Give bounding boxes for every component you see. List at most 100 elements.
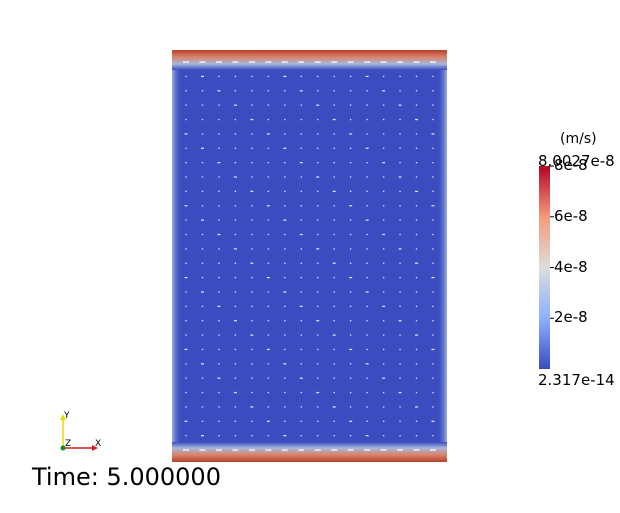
vector-glyph	[317, 305, 319, 307]
vector-glyph	[349, 161, 352, 164]
vector-glyph	[432, 90, 434, 92]
vector-glyph	[347, 61, 354, 63]
vector-glyph	[267, 248, 270, 250]
vector-glyph	[300, 435, 302, 437]
vector-glyph	[333, 133, 335, 135]
vector-glyph	[415, 248, 418, 250]
vector-glyph	[431, 420, 435, 422]
vector-glyph	[382, 104, 385, 106]
vector-glyph	[415, 90, 418, 92]
vector-glyph	[331, 449, 338, 451]
vector-glyph	[349, 377, 352, 379]
vector-glyph	[284, 334, 286, 336]
vector-glyph	[382, 363, 385, 365]
vector-glyph	[183, 61, 189, 63]
vector-glyph	[217, 90, 221, 92]
vector-glyph	[251, 320, 253, 322]
vector-glyph	[382, 276, 385, 279]
vector-glyph	[218, 118, 220, 121]
vector-glyph	[218, 291, 220, 293]
vector-glyph	[284, 348, 286, 351]
vector-glyph	[399, 420, 401, 422]
vector-glyph	[267, 377, 270, 379]
vector-glyph	[267, 161, 270, 164]
vector-glyph	[185, 320, 187, 322]
vector-glyph	[300, 320, 302, 322]
vector-glyph	[347, 449, 354, 451]
vector-glyph	[183, 449, 189, 451]
vector-glyph	[413, 449, 420, 451]
vector-glyph	[366, 348, 368, 351]
vector-glyph	[218, 334, 220, 336]
vector-glyph	[201, 276, 204, 279]
vector-glyph	[251, 420, 253, 422]
vector-glyph	[382, 348, 385, 351]
vector-glyph	[218, 190, 220, 193]
vector-glyph	[234, 118, 237, 121]
vector-glyph	[267, 233, 270, 236]
vector-glyph	[201, 348, 204, 351]
vector-glyph	[251, 75, 253, 78]
vector-glyph	[250, 118, 254, 121]
vector-glyph	[300, 147, 302, 149]
vector-glyph	[300, 334, 302, 336]
vector-glyph	[300, 118, 302, 121]
vector-glyph	[215, 61, 222, 63]
vector-glyph	[432, 320, 434, 322]
vector-glyph	[415, 190, 419, 193]
vector-glyph	[316, 391, 320, 394]
vector-glyph	[284, 406, 286, 408]
vector-glyph	[333, 219, 335, 221]
vector-glyph	[218, 147, 220, 149]
vector-glyph	[234, 190, 237, 193]
vector-glyph	[333, 420, 335, 422]
vector-glyph	[399, 363, 401, 365]
vector-glyph	[283, 75, 287, 78]
vector-glyph	[284, 161, 286, 164]
vector-glyph	[251, 248, 253, 250]
vector-glyph	[316, 104, 320, 106]
vector-glyph	[234, 75, 237, 78]
velocity-field-plot	[172, 50, 447, 462]
vector-glyph	[300, 262, 302, 264]
vector-glyph	[349, 133, 353, 135]
vector-glyph	[333, 363, 335, 365]
vector-glyph	[284, 205, 286, 207]
vector-glyph	[382, 248, 385, 250]
vector-glyph	[266, 133, 270, 135]
vector-glyph	[185, 147, 187, 149]
vector-glyph	[185, 161, 187, 164]
vector-glyph	[201, 190, 204, 193]
field-right-edge	[437, 50, 447, 462]
vector-glyph	[349, 219, 352, 221]
vector-glyph	[234, 348, 237, 351]
vector-glyph	[185, 391, 187, 394]
vector-glyph	[234, 305, 237, 307]
vector-glyph	[398, 248, 402, 250]
vector-glyph	[299, 305, 303, 307]
vector-glyph	[284, 176, 286, 178]
vector-glyph	[251, 291, 253, 293]
vector-glyph	[432, 435, 434, 437]
vector-glyph	[251, 305, 253, 307]
vector-glyph	[284, 420, 286, 422]
vector-glyph	[250, 262, 254, 264]
vector-glyph	[201, 305, 204, 307]
vector-glyph	[382, 420, 385, 422]
vector-glyph	[382, 75, 385, 78]
vector-glyph	[185, 190, 187, 193]
vector-glyph	[382, 305, 386, 307]
vector-glyph	[333, 90, 335, 92]
vector-glyph	[316, 248, 320, 250]
colorbar-min-label: 2.317e-14	[538, 371, 615, 389]
vector-glyph	[234, 90, 237, 92]
vector-glyph	[399, 90, 401, 92]
vector-glyph	[200, 363, 204, 365]
vector-glyph	[333, 161, 335, 164]
vector-glyph	[300, 104, 302, 106]
vector-glyph	[185, 248, 187, 250]
vector-glyph	[366, 205, 368, 207]
vector-glyph	[200, 147, 204, 149]
vector-glyph	[366, 377, 368, 379]
